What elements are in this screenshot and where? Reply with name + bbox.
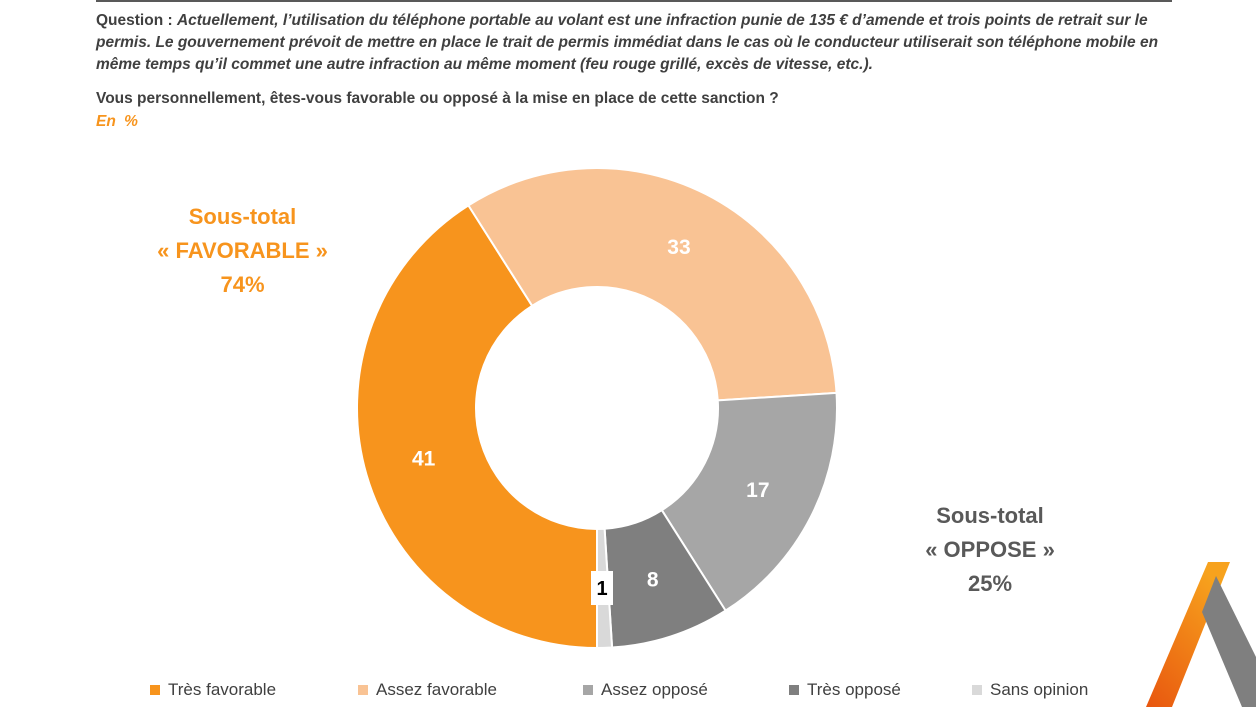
unit-label: En % — [96, 113, 138, 130]
legend-swatch-5 — [972, 685, 982, 695]
legend-swatch-2 — [358, 685, 368, 695]
legend-item-3: Assez opposé — [583, 680, 708, 700]
subtotal-oppose-line2: « OPPOSE » — [925, 537, 1055, 562]
subtotal-oppose-line1: Sous-total — [936, 503, 1044, 528]
data-label-box-5 — [591, 571, 613, 605]
data-label-5: 1 — [591, 571, 613, 605]
legend-label-3: Assez opposé — [601, 680, 708, 699]
slice-2 — [467, 167, 838, 402]
legend-label-5: Sans opinion — [990, 680, 1089, 699]
data-label-2: 33 — [667, 236, 690, 259]
legend-label-2: Assez favorable — [376, 680, 497, 699]
data-label-4: 8 — [647, 569, 659, 592]
triangle-logo-icon — [1146, 562, 1256, 707]
legend-swatch-3 — [583, 685, 593, 695]
legend-item-2: Assez favorable — [358, 680, 497, 700]
legend-swatch-1 — [150, 685, 160, 695]
question-block: Question : Actuellement, l’utilisation d… — [96, 10, 1176, 76]
slice-1 — [356, 203, 598, 650]
data-label-1: 41 — [412, 447, 436, 470]
question-text: Actuellement, l’utilisation du téléphone… — [96, 12, 1159, 73]
subtotal-favorable-line2: « FAVORABLE » — [157, 238, 328, 263]
sub-question: Vous personnellement, êtes-vous favorabl… — [96, 90, 779, 107]
slice-3 — [660, 391, 838, 613]
subtotal-favorable-line1: Sous-total — [188, 204, 297, 229]
data-label-text-5: 1 — [596, 578, 607, 600]
legend-label-4: Très opposé — [807, 680, 901, 699]
subtotal-favorable: Sous-total « FAVORABLE » 74% — [130, 200, 355, 302]
legend-item-4: Très opposé — [789, 680, 901, 700]
subtotal-oppose: Sous-total « OPPOSE » 25% — [880, 499, 1100, 601]
data-label-3: 17 — [746, 479, 769, 502]
legend-item-1: Très favorable — [150, 680, 276, 700]
header-rule — [96, 0, 1172, 2]
subtotal-favorable-value: 74% — [220, 272, 265, 297]
subtotal-oppose-value: 25% — [967, 571, 1013, 596]
chart-legend: Très favorable Assez favorable Assez oppos… — [0, 680, 1256, 704]
legend-label-1: Très favorable — [168, 680, 277, 699]
legend-swatch-4 — [789, 685, 799, 695]
question-label: Question : — [96, 12, 173, 29]
legend-item-5: Sans opinion — [972, 680, 1088, 700]
